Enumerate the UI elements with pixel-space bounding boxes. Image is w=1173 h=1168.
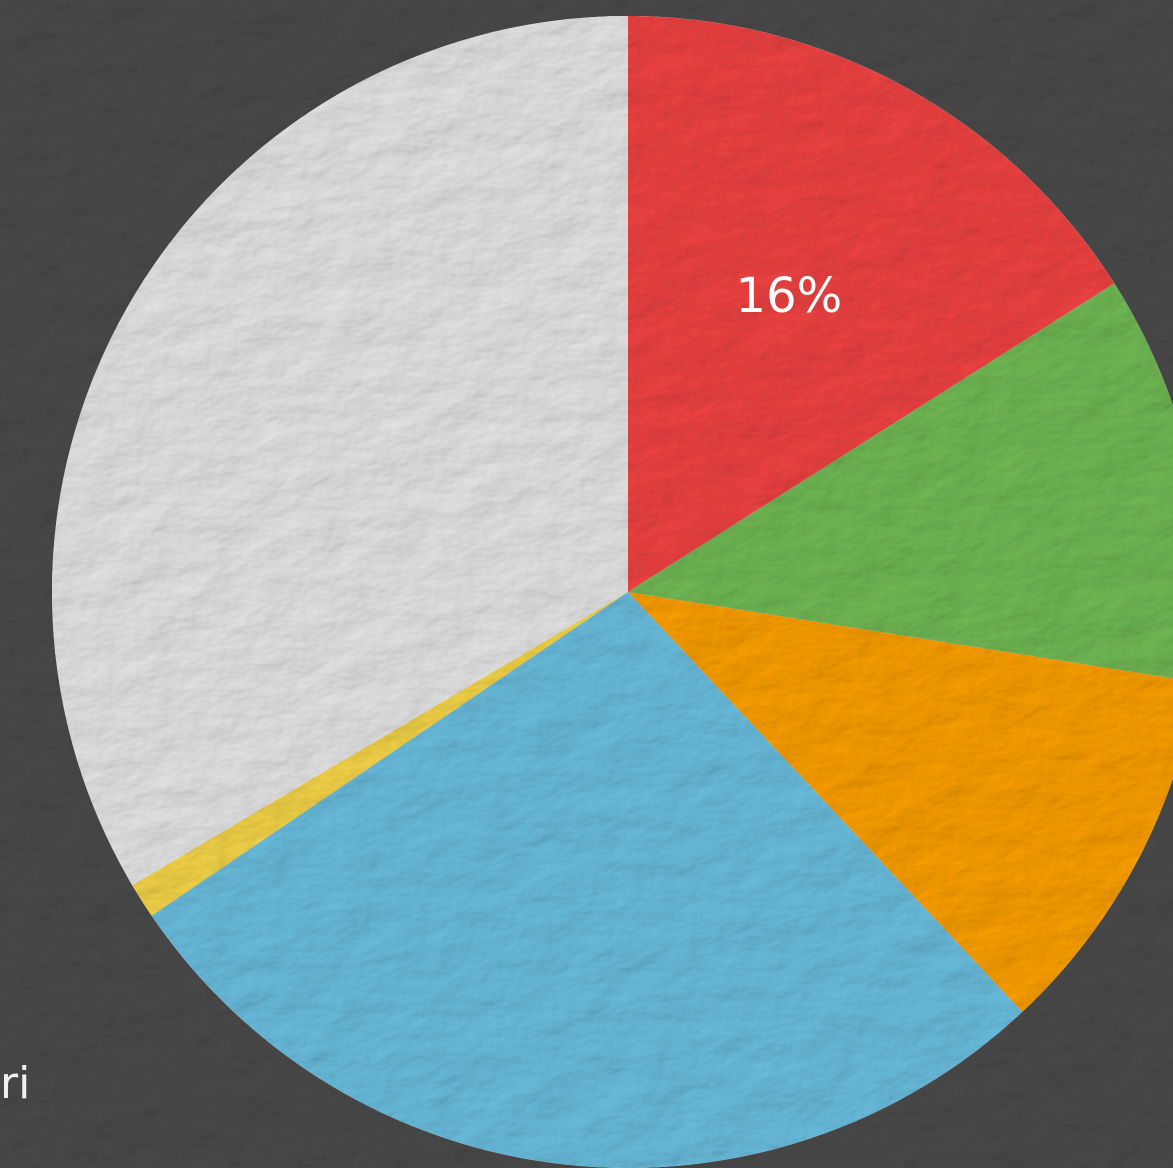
pie-slice-3 bbox=[151, 592, 1023, 1168]
pie-slice-0 bbox=[628, 16, 1115, 592]
pie-slice-2 bbox=[628, 592, 1173, 1012]
pie-slice-4 bbox=[132, 592, 628, 916]
pie-slice-1 bbox=[628, 283, 1173, 679]
cropped-legend-text: ri bbox=[0, 1058, 31, 1109]
pie-slice-5 bbox=[51, 16, 629, 886]
pie-slices bbox=[51, 16, 1173, 1168]
pie-slice-label-0: 16% bbox=[736, 268, 843, 324]
pie-labels: 16% bbox=[736, 268, 843, 324]
